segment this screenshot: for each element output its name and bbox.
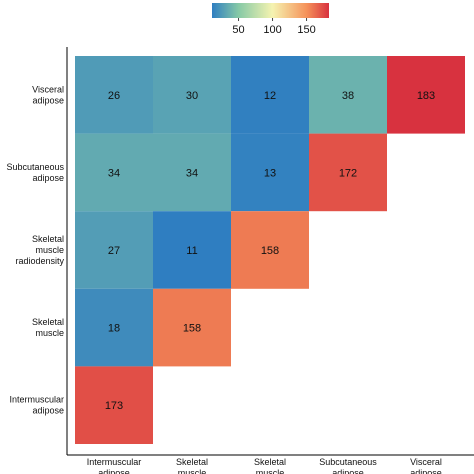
heatmap-cell bbox=[231, 133, 309, 212]
heatmap-cell bbox=[387, 56, 465, 134]
legend-tick-label: 150 bbox=[297, 24, 315, 36]
heatmap-cell bbox=[75, 56, 153, 134]
cell-value-label: 12 bbox=[264, 90, 276, 102]
heatmap-cell bbox=[153, 56, 231, 134]
color-legend: 50 100 150 bbox=[212, 3, 329, 36]
row-tick-label: Skeletal muscle bbox=[32, 317, 64, 338]
heatmap-cell bbox=[309, 56, 387, 134]
row-labels: Visceral adipose Subcutaneous adipose Skelet… bbox=[6, 84, 64, 415]
column-tick-label: Visceral adipose bbox=[410, 457, 442, 474]
cell-value-label: 18 bbox=[108, 323, 120, 335]
column-tick-label: Skeletal muscle bbox=[176, 457, 208, 474]
cell-value-label: 158 bbox=[261, 245, 279, 257]
cell-value-label: 11 bbox=[186, 245, 197, 257]
cell-value-label: 34 bbox=[108, 167, 120, 179]
row-tick-label: Subcutaneous adipose bbox=[6, 162, 64, 183]
heatmap-cell bbox=[75, 211, 153, 289]
column-tick-label: Subcutaneous adipose bbox=[319, 457, 377, 474]
cell-value-label: 26 bbox=[108, 90, 120, 102]
cell-value-label: 13 bbox=[264, 167, 276, 179]
row-tick-label: Skeletal muscle radiodensity bbox=[15, 234, 64, 266]
heatmap-cell bbox=[153, 211, 231, 289]
heatmap-cell bbox=[231, 211, 309, 289]
cell-value-label: 27 bbox=[108, 245, 120, 257]
cell-value-label: 158 bbox=[183, 323, 201, 335]
heatmap-cell bbox=[231, 56, 309, 134]
row-tick-label: Intermuscular adipose bbox=[9, 395, 64, 416]
heatmap-cell bbox=[153, 133, 231, 212]
column-tick-label: Skeletal muscle bbox=[254, 457, 286, 474]
heatmap-cells: 26 30 12 38 183 34 34 13 172 27 11 158 18 158 173 bbox=[75, 56, 465, 444]
cell-value-label: 30 bbox=[186, 90, 198, 102]
legend-tick-label: 50 bbox=[232, 24, 244, 36]
heatmap-cell bbox=[75, 133, 153, 212]
heatmap-cell bbox=[75, 366, 153, 444]
cell-value-label: 38 bbox=[342, 90, 354, 102]
legend-tick-label: 100 bbox=[263, 24, 281, 36]
cell-value-label: 172 bbox=[339, 167, 357, 179]
heatmap-cell bbox=[153, 288, 231, 367]
legend-bar bbox=[212, 3, 329, 18]
heatmap-cell bbox=[75, 288, 153, 367]
column-tick-label: Intermuscular adipose bbox=[87, 457, 142, 474]
row-tick-label: Visceral adipose bbox=[32, 84, 64, 105]
column-labels: Intermuscular adipose Skeletal muscle Skelet… bbox=[87, 457, 442, 474]
cell-value-label: 34 bbox=[186, 167, 198, 179]
cell-value-label: 173 bbox=[105, 400, 123, 412]
cell-value-label: 183 bbox=[417, 90, 435, 102]
heatmap-cell bbox=[309, 133, 387, 212]
